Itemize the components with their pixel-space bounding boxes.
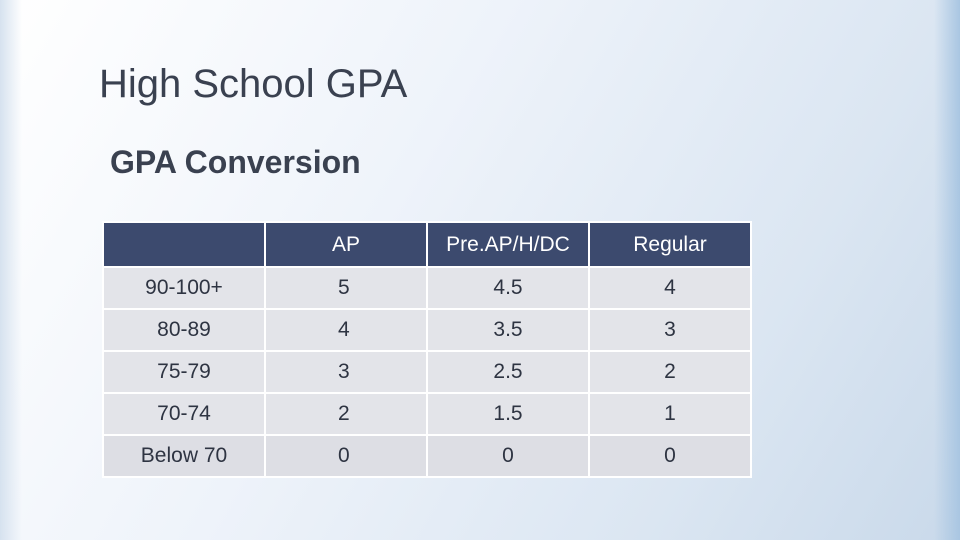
table-header-row: AP Pre.AP/H/DC Regular: [102, 221, 752, 268]
header-cell-preap: Pre.AP/H/DC: [426, 221, 590, 268]
ap-value-cell: 3: [264, 350, 428, 394]
preap-value-cell: 2.5: [426, 350, 590, 394]
preap-value-cell: 3.5: [426, 308, 590, 352]
table-row: Below 70 0 0 0: [102, 434, 752, 478]
regular-value-cell: 3: [588, 308, 752, 352]
header-cell-ap: AP: [264, 221, 428, 268]
grade-range-cell: 75-79: [102, 350, 266, 394]
table-row: 70-74 2 1.5 1: [102, 392, 752, 436]
table-row: 75-79 3 2.5 2: [102, 350, 752, 394]
gpa-conversion-table: AP Pre.AP/H/DC Regular 90-100+ 5 4.5 4 8…: [102, 221, 752, 478]
table-row: 90-100+ 5 4.5 4: [102, 266, 752, 310]
grade-range-cell: 80-89: [102, 308, 266, 352]
regular-value-cell: 0: [588, 434, 752, 478]
ap-value-cell: 2: [264, 392, 428, 436]
regular-value-cell: 2: [588, 350, 752, 394]
ap-value-cell: 5: [264, 266, 428, 310]
regular-value-cell: 4: [588, 266, 752, 310]
preap-value-cell: 4.5: [426, 266, 590, 310]
ap-value-cell: 0: [264, 434, 428, 478]
regular-value-cell: 1: [588, 392, 752, 436]
grade-range-cell: 70-74: [102, 392, 266, 436]
slide-title: High School GPA: [99, 62, 408, 106]
slide-subtitle: GPA Conversion: [110, 144, 361, 180]
preap-value-cell: 0: [426, 434, 590, 478]
slide-edge-left: [0, 0, 22, 540]
header-cell-regular: Regular: [588, 221, 752, 268]
ap-value-cell: 4: [264, 308, 428, 352]
header-cell-blank: [102, 221, 266, 268]
preap-value-cell: 1.5: [426, 392, 590, 436]
grade-range-cell: 90-100+: [102, 266, 266, 310]
grade-range-cell: Below 70: [102, 434, 266, 478]
table-row: 80-89 4 3.5 3: [102, 308, 752, 352]
slide-edge-right: [934, 0, 960, 540]
